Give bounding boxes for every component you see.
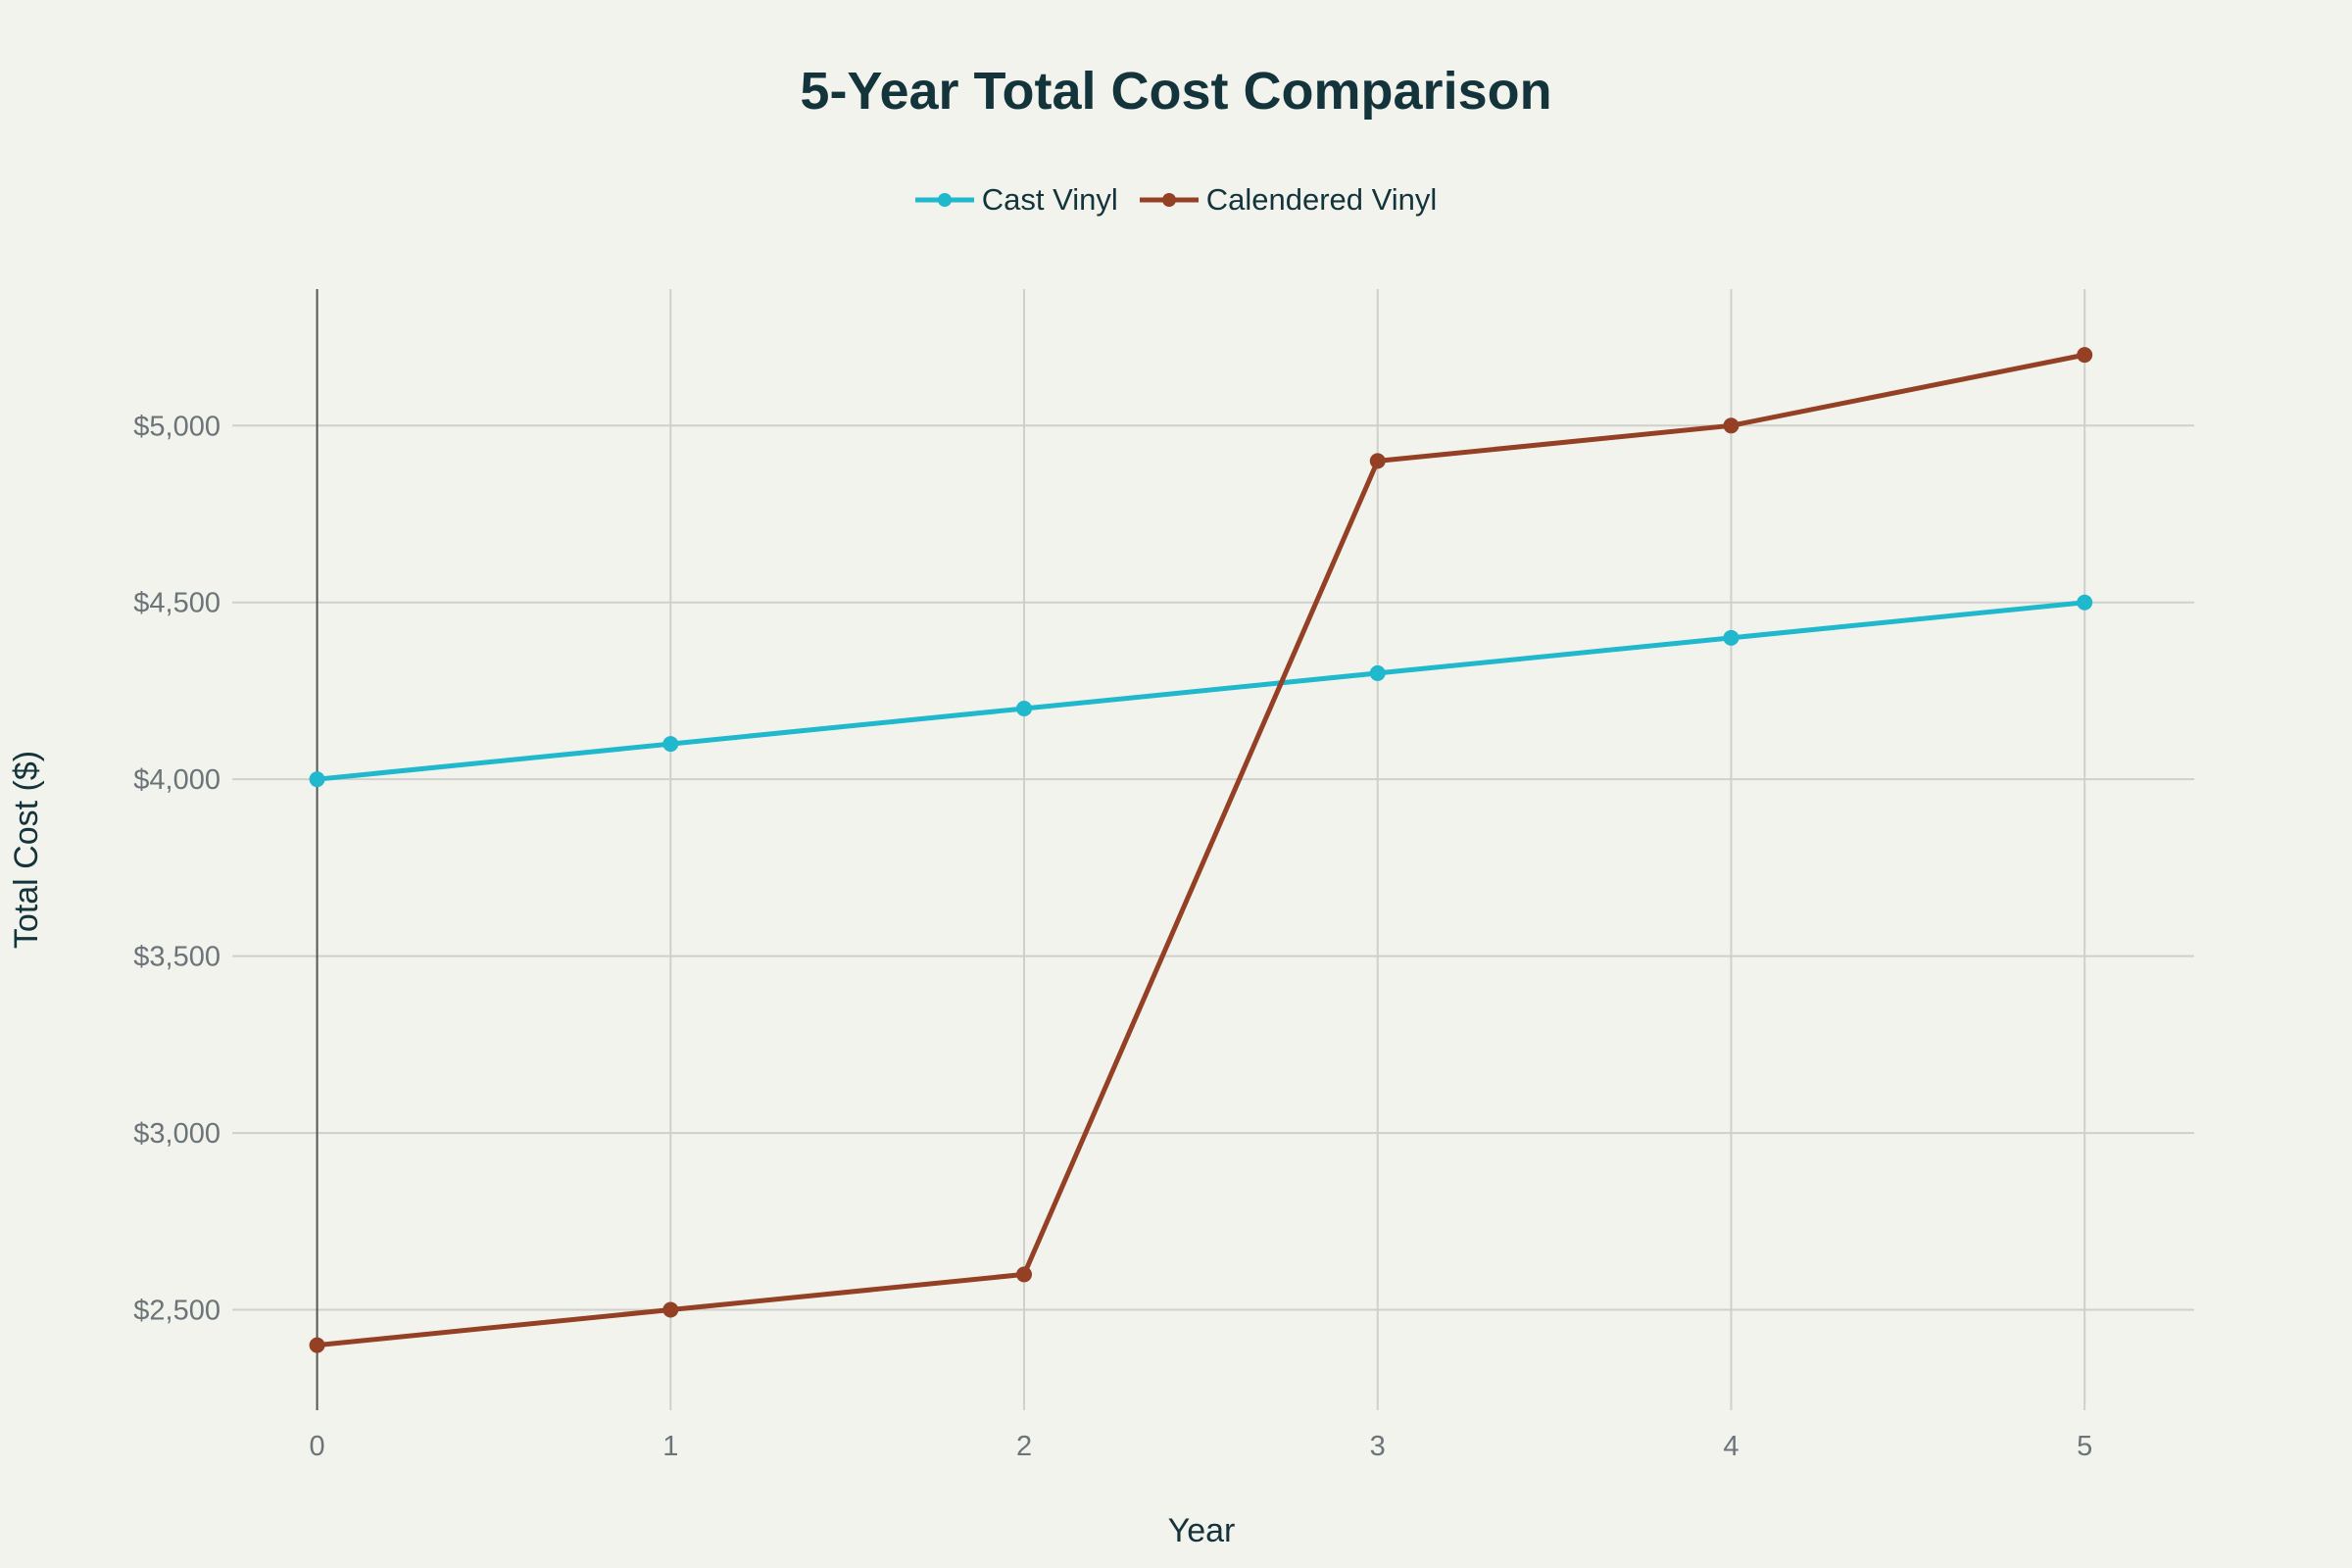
legend-swatch [914,193,974,207]
legend-swatch [1139,193,1199,207]
legend-item-cast-vinyl[interactable]: Cast Vinyl [914,182,1118,218]
y-tick-label: $4,000 [133,764,220,796]
legend-item-calendered-vinyl[interactable]: Calendered Vinyl [1139,182,1438,218]
x-tick-label: 0 [310,1431,325,1462]
legend: Cast Vinyl Calendered Vinyl [0,182,2352,218]
data-point [662,736,679,753]
series-line-1 [317,352,2085,1348]
x-tick-label: 4 [1723,1431,1739,1462]
legend-label: Cast Vinyl [981,182,1118,217]
legend-label: Calendered Vinyl [1205,182,1438,217]
y-tick-label: $4,500 [133,588,220,619]
data-point [2077,347,2093,364]
x-tick-label: 1 [662,1431,678,1462]
y-tick-label: $3,500 [133,942,220,973]
data-point [662,1301,679,1318]
x-tick-label: 3 [1370,1431,1386,1462]
chart-title: 5-Year Total Cost Comparison [800,62,1552,121]
series-line-0 [317,600,2085,782]
y-tick-label: $2,500 [133,1296,220,1327]
y-tick-label: $3,000 [133,1118,220,1150]
y-tick-label: $5,000 [133,411,220,442]
y-axis-title: Total Cost ($) [8,751,45,949]
data-point [1723,417,1740,434]
data-point [2077,594,2093,611]
data-point [1016,701,1033,717]
x-tick-label: 5 [2077,1431,2092,1462]
data-point [1369,664,1386,681]
x-tick-label: 2 [1016,1431,1032,1462]
x-axis-title: Year [1168,1512,1236,1549]
data-point [1016,1266,1033,1283]
data-point [309,771,325,788]
data-point [1723,629,1740,646]
data-point [1369,453,1386,469]
data-point [309,1337,325,1353]
